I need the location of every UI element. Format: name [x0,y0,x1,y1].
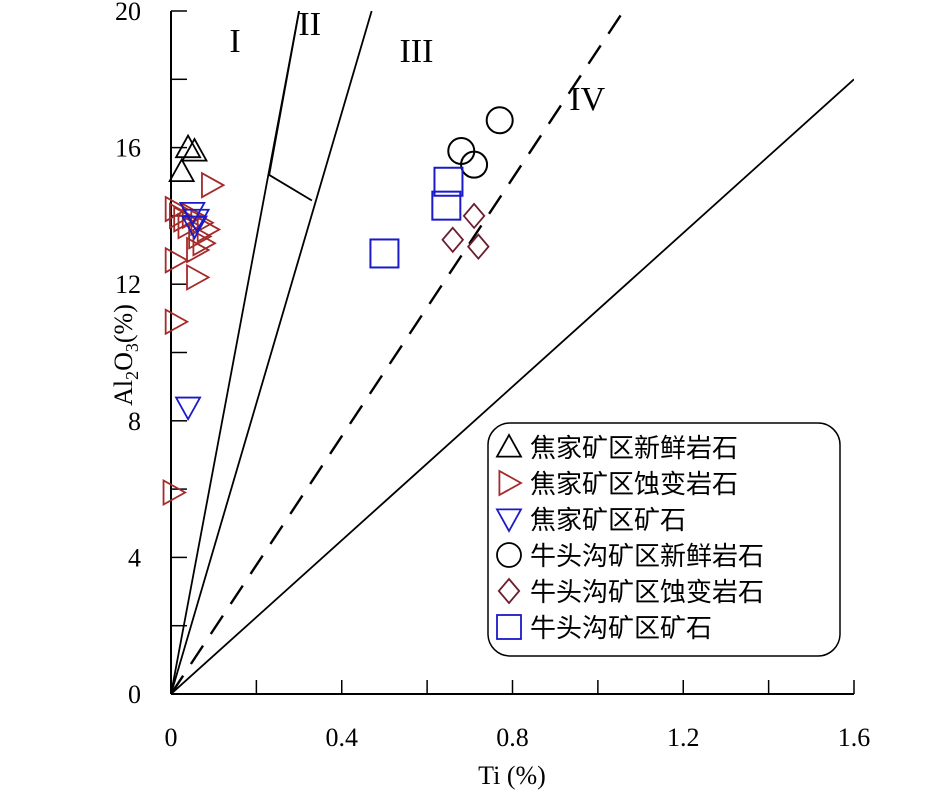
data-point [431,190,462,221]
data-point [164,308,190,336]
y-axis-title: Al2O3(%) [109,304,142,406]
data-point [460,150,489,179]
y-tick-label: 8 [128,407,141,436]
x-tick-label: 0 [165,723,178,752]
legend-label: 焦家矿区新鲜岩石 [530,434,738,464]
region-label: I [229,23,240,60]
x-tick-label: 0.4 [326,723,359,752]
legend-label: 焦家矿区矿石 [530,506,686,536]
x-tick-label: 0.8 [496,723,529,752]
x-tick-label: 1.2 [667,723,700,752]
legend: 焦家矿区新鲜岩石焦家矿区蚀变岩石焦家矿区矿石牛头沟矿区新鲜岩石牛头沟矿区蚀变岩石… [487,422,841,657]
legend-label: 牛头沟矿区矿石 [530,614,712,644]
data-point [169,202,194,230]
legend-marker [495,508,523,533]
data-point [485,106,514,135]
boundary-line [171,78,854,694]
region-label: IV [569,81,605,118]
data-point [192,229,217,257]
data-point [168,157,196,183]
data-point [180,137,209,162]
legend-marker [496,614,522,640]
data-point [162,478,187,507]
region-label: III [399,33,433,70]
legend-label: 牛头沟矿区新鲜岩石 [530,542,764,572]
data-point [183,208,211,234]
data-point [174,396,202,421]
y-axis-title-part: Al [109,380,138,406]
data-points [162,106,514,507]
data-point [369,238,400,269]
x-axis-title: Ti (%) [478,761,546,790]
legend-label: 牛头沟矿区蚀变岩石 [530,578,764,608]
data-point [174,133,202,159]
y-axis-title-part: (%) [109,304,138,343]
data-point [201,171,226,199]
data-point [433,166,464,197]
y-axis-title-subscript: 3 [122,343,142,352]
legend-marker [496,542,522,568]
data-point [466,233,490,261]
y-tick-label: 0 [128,680,141,709]
data-point [180,215,209,240]
data-point [173,205,198,233]
boundary-line [268,11,300,176]
data-point [164,246,190,274]
legend-marker [495,433,523,458]
y-tick-label: 12 [115,270,141,299]
y-tick-label: 20 [115,0,141,26]
y-tick-label: 4 [128,543,141,572]
y-axis-title-subscript: 2 [122,371,142,380]
y-tick-label: 16 [115,134,141,163]
boundary-line [171,11,373,694]
y-axis-title-part: O [109,352,138,371]
boundary-line [268,174,313,202]
boundary-lines [171,11,854,694]
legend-marker [498,469,523,497]
legend-label: 焦家矿区蚀变岩石 [530,470,738,500]
legend-box [487,422,841,657]
data-point [462,202,486,230]
data-point [186,236,211,264]
axes: 0 0.4 0.8 1.2 1.6 0 4 8 12 16 20 [115,0,870,752]
legend-marker [497,577,521,605]
data-point [441,226,465,254]
data-point [186,263,211,291]
data-point [188,222,213,250]
boundary-line [171,11,625,694]
x-tick-label: 1.6 [838,723,871,752]
region-label: II [298,6,321,43]
data-point [164,195,190,223]
